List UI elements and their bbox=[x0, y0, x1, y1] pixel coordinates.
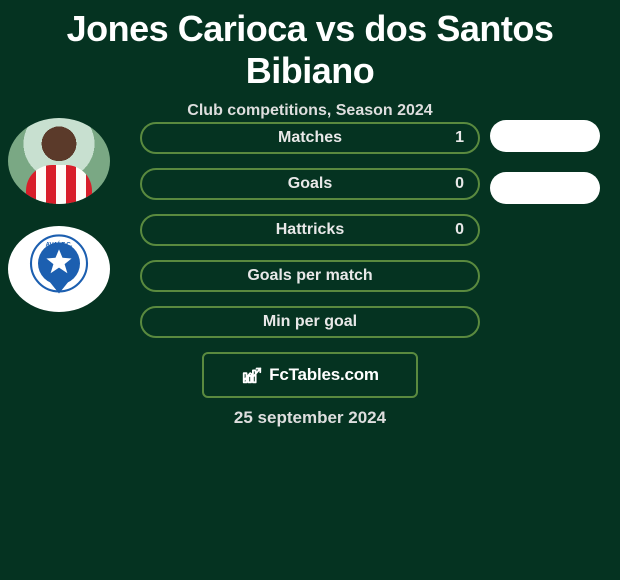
value-pill bbox=[490, 120, 600, 152]
stat-value: 1 bbox=[455, 129, 464, 147]
stat-bar: Goals per match bbox=[140, 260, 480, 292]
stat-label: Goals bbox=[142, 175, 478, 193]
club-avatar-left: AVAÍ F.C. bbox=[8, 226, 110, 312]
chart-up-icon bbox=[241, 364, 263, 386]
date-label: 25 september 2024 bbox=[0, 408, 620, 428]
brand-box[interactable]: FcTables.com bbox=[202, 352, 418, 398]
stat-label: Hattricks bbox=[142, 221, 478, 239]
stat-bar: Goals0 bbox=[140, 168, 480, 200]
stat-value: 0 bbox=[455, 221, 464, 239]
stat-label: Min per goal bbox=[142, 313, 478, 331]
page-title: Jones Carioca vs dos Santos Bibiano bbox=[0, 0, 620, 92]
stats-column: Matches1Goals0Hattricks0Goals per matchM… bbox=[140, 122, 480, 338]
value-pill bbox=[490, 172, 600, 204]
avatar-column: AVAÍ F.C. bbox=[8, 118, 110, 312]
brand-label: FcTables.com bbox=[269, 365, 379, 385]
stat-label: Matches bbox=[142, 129, 478, 147]
club-badge-icon: AVAÍ F.C. bbox=[24, 234, 94, 304]
stat-bar: Hattricks0 bbox=[140, 214, 480, 246]
right-pill-column bbox=[490, 120, 600, 204]
stat-bar: Min per goal bbox=[140, 306, 480, 338]
stat-label: Goals per match bbox=[142, 267, 478, 285]
club-badge-text: AVAÍ F.C. bbox=[45, 240, 72, 249]
stat-bar: Matches1 bbox=[140, 122, 480, 154]
player-avatar-left bbox=[8, 118, 110, 204]
stat-value: 0 bbox=[455, 175, 464, 193]
